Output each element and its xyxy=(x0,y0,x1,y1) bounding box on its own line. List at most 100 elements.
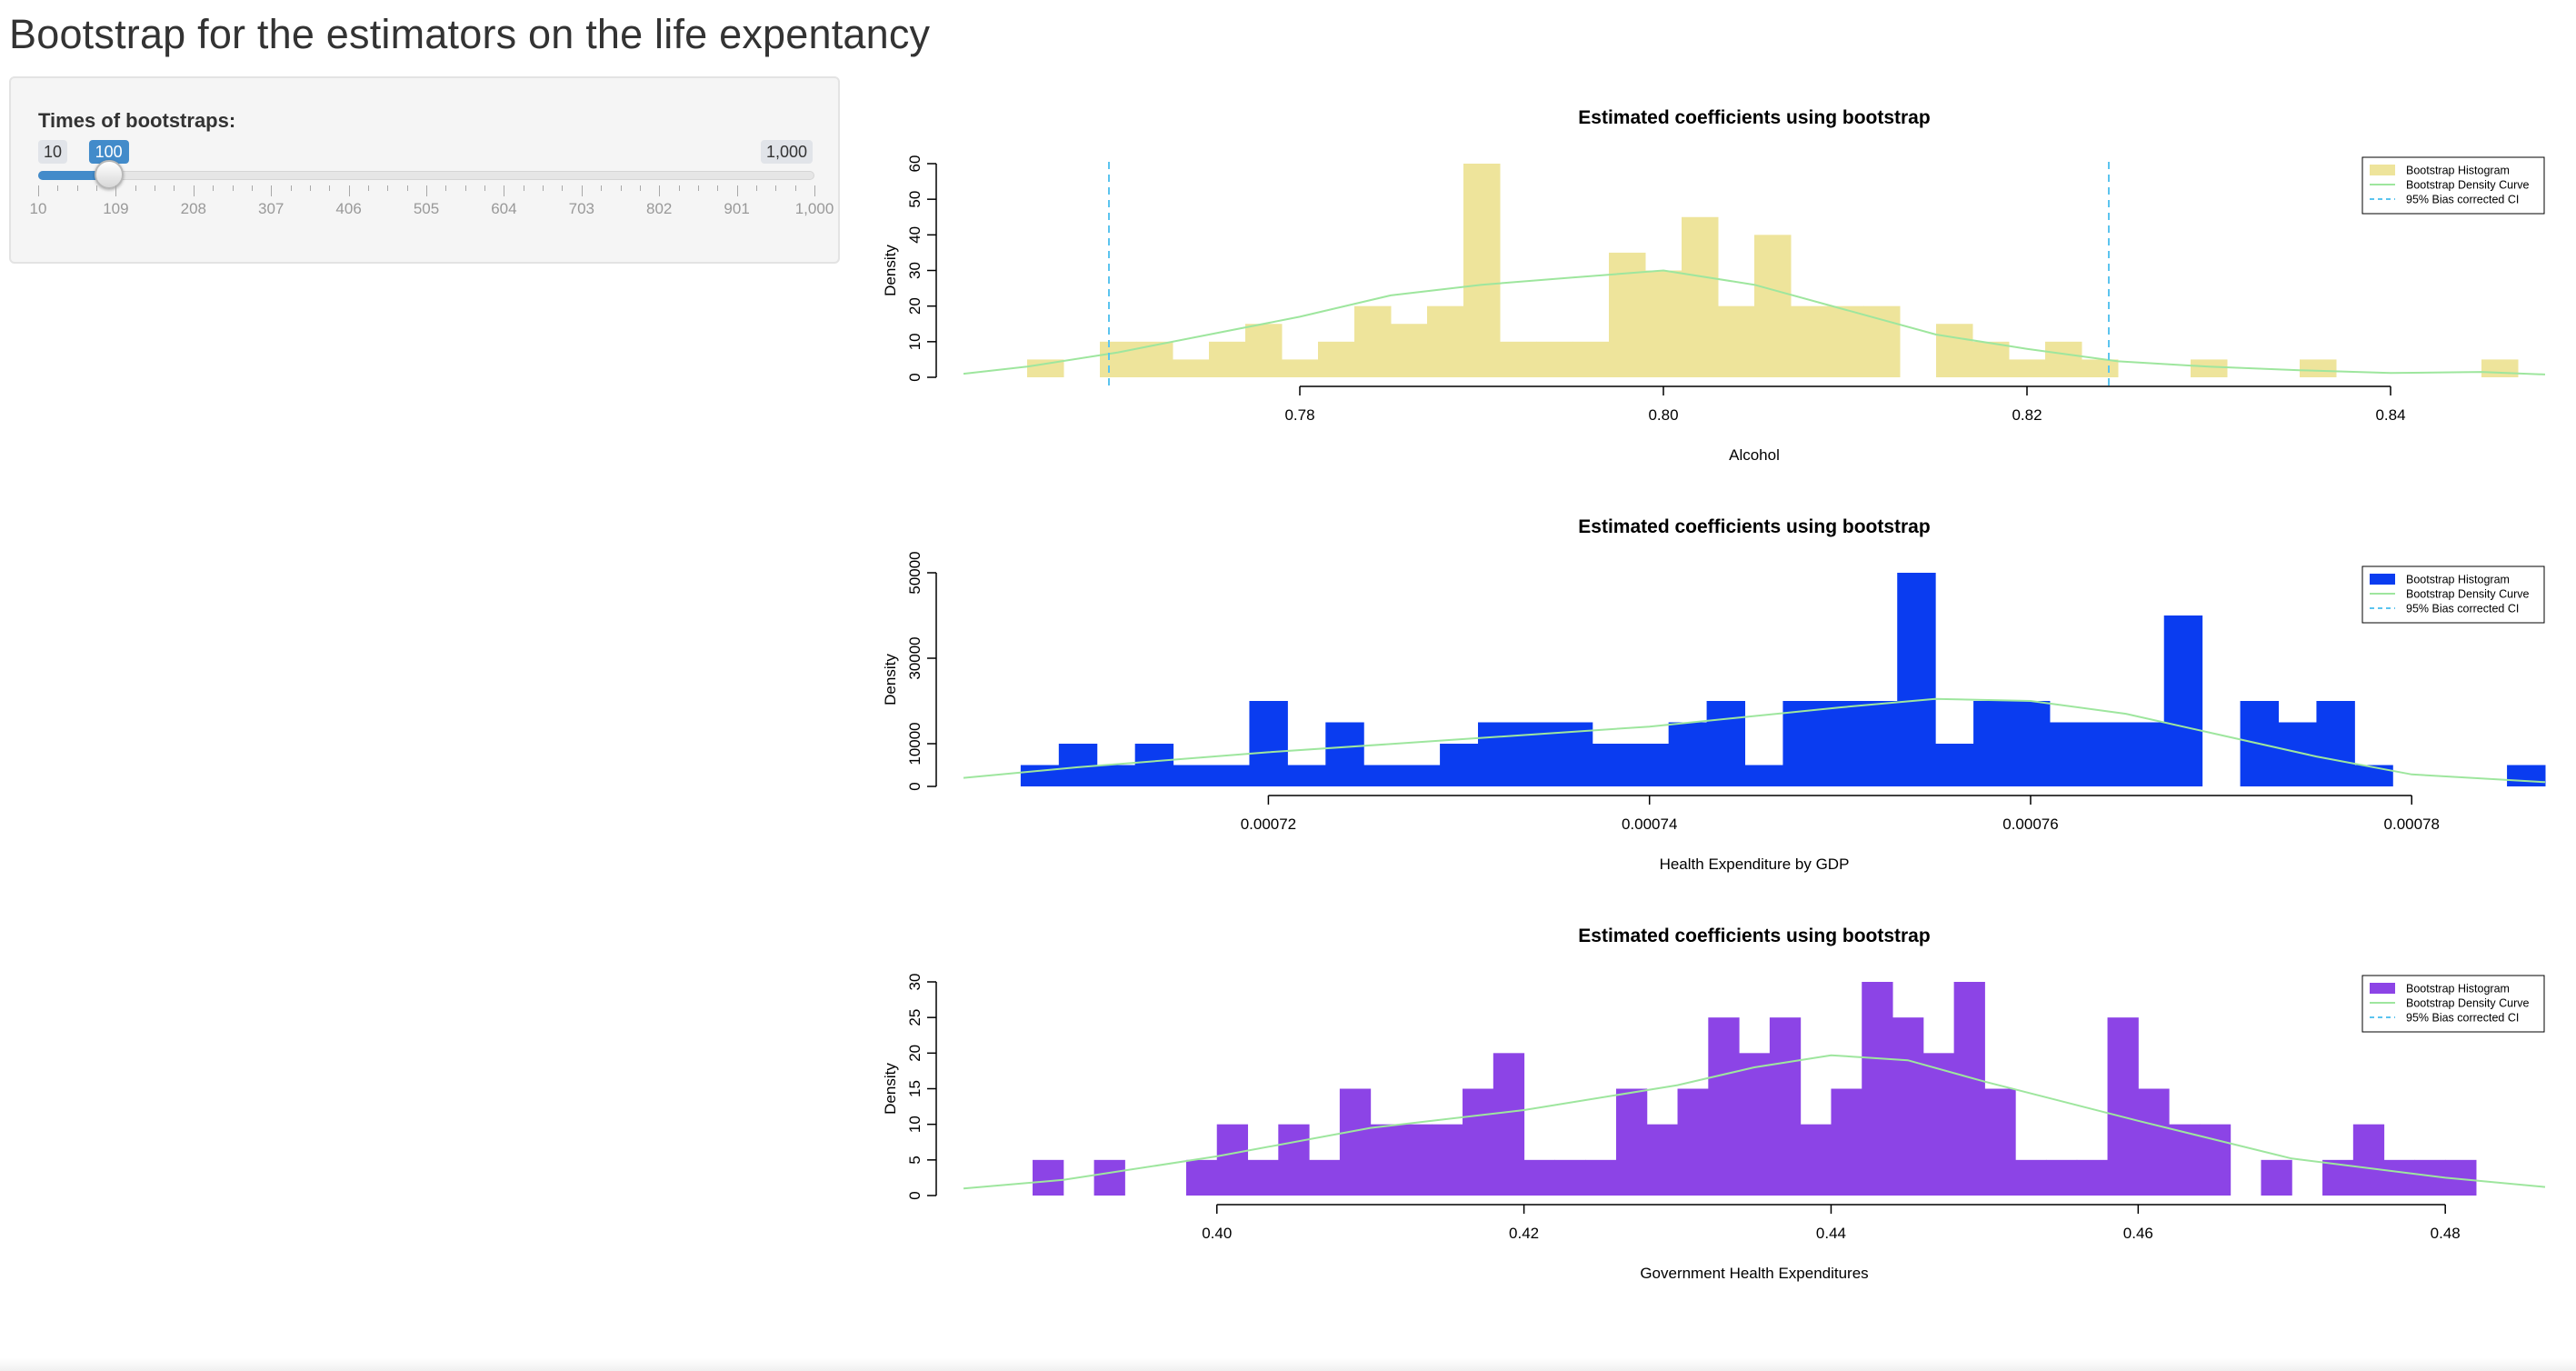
y-tick-label: 20 xyxy=(906,1045,924,1062)
histogram-bar xyxy=(1708,1017,1740,1196)
legend-entry: 95% Bias corrected CI xyxy=(2406,194,2519,206)
slider-track[interactable] xyxy=(38,171,814,180)
slider-max-label: 1,000 xyxy=(760,140,813,164)
x-tick-label: 0.84 xyxy=(2375,406,2405,424)
y-tick-label: 50 xyxy=(906,191,924,208)
slider-grid: 10 109 208 307 406 505 604 703 802 901 1,000 xyxy=(30,185,834,240)
histogram-bar xyxy=(1668,722,1708,786)
histogram-bar xyxy=(1134,744,1174,786)
slider-grid-label: 208 xyxy=(180,200,206,217)
x-axis-label: Alcohol xyxy=(1729,446,1780,464)
alcohol-histogram-chart: Estimated coefficients using bootstrap 0 1… xyxy=(882,107,2546,464)
histogram-bar xyxy=(1682,216,1719,377)
histogram-bar xyxy=(1739,1053,1771,1196)
histogram-bar xyxy=(2316,701,2355,786)
histogram-bar xyxy=(1391,324,1428,377)
histogram-bar xyxy=(1211,765,1250,786)
x-tick-label: 0.42 xyxy=(1509,1225,1539,1242)
density-curve xyxy=(963,697,2546,784)
histogram-bar xyxy=(1173,359,1210,377)
histogram-bar xyxy=(1573,341,1610,377)
histogram-bar xyxy=(1630,744,1670,786)
y-tick-label: 20 xyxy=(906,297,924,315)
slider-fill xyxy=(38,171,109,180)
histogram-bar xyxy=(1609,252,1646,377)
slider-min-label: 10 xyxy=(38,140,68,164)
histogram-bar xyxy=(2199,1124,2232,1196)
slider-minor-tick xyxy=(329,185,331,191)
slider-major-tick xyxy=(736,185,738,196)
histogram-bar xyxy=(1769,1017,1802,1196)
histogram-bar xyxy=(2045,1159,2078,1196)
histogram-bar xyxy=(1706,701,1746,786)
histogram-bar xyxy=(2107,1017,2139,1196)
y-tick-label: 30 xyxy=(906,974,924,991)
histogram-bar xyxy=(1401,1124,1433,1196)
plot-alcohol: Estimated coefficients using bootstrap 0 1… xyxy=(864,91,2554,500)
histogram-bar xyxy=(1020,765,1060,786)
sidebar-panel: Times of bootstraps: 10 1,000 100 10 109 2… xyxy=(9,76,840,264)
histogram-bar xyxy=(1432,1124,1463,1196)
x-tick-label: 0.00074 xyxy=(1622,816,1677,833)
histogram-bar xyxy=(1027,359,1064,377)
histogram-bar xyxy=(2507,765,2546,786)
slider-minor-tick xyxy=(464,185,466,191)
histogram-bar xyxy=(1859,701,1898,786)
slider-label: Times of bootstraps: xyxy=(38,109,236,132)
slider-handle[interactable] xyxy=(94,160,124,189)
density-curve xyxy=(963,1054,2546,1190)
histogram-bar xyxy=(1173,765,1213,786)
legend-entry: Bootstrap Histogram xyxy=(2406,983,2510,996)
histogram-bar xyxy=(1427,305,1464,377)
histogram-bar xyxy=(1718,305,1755,377)
slider-major-tick xyxy=(38,185,39,196)
gdp-histogram-chart: Estimated coefficients using bootstrap 0 1… xyxy=(882,516,2546,873)
histogram-bar xyxy=(1287,765,1326,786)
x-tick-label: 0.82 xyxy=(2012,406,2042,424)
slider-minor-tick xyxy=(309,185,311,191)
histogram-bar xyxy=(1827,305,1864,377)
y-tick-label: 0 xyxy=(906,1191,924,1199)
histogram-bar xyxy=(1318,341,1355,377)
histogram-bar xyxy=(1523,1159,1555,1196)
slider-minor-tick xyxy=(562,185,564,191)
slider-major-tick xyxy=(271,185,273,196)
slider-minor-tick xyxy=(213,185,215,191)
histogram-bar xyxy=(2352,1124,2385,1196)
slider-minor-tick xyxy=(367,185,369,191)
histogram-bar xyxy=(2012,701,2051,786)
histogram-bar xyxy=(1033,1159,1064,1196)
y-tick-label: 30 xyxy=(906,262,924,279)
histogram-bar xyxy=(2261,1159,2292,1196)
histogram-bar xyxy=(2015,1159,2047,1196)
histogram-bar xyxy=(1972,341,2010,377)
legend-entry: 95% Bias corrected CI xyxy=(2406,1012,2519,1025)
histogram-bar xyxy=(1592,744,1632,786)
x-tick-label: 0.44 xyxy=(1816,1225,1846,1242)
slider-minor-tick xyxy=(76,185,78,191)
slider-minor-tick xyxy=(406,185,408,191)
histogram-bar xyxy=(1831,1088,1862,1196)
slider-major-tick xyxy=(115,185,117,196)
y-tick-label: 10 xyxy=(906,1116,924,1133)
histogram-bar xyxy=(2169,1124,2201,1196)
slider-minor-tick xyxy=(755,185,757,191)
y-tick-label: 10 xyxy=(906,333,924,350)
histogram-bar xyxy=(2076,1159,2109,1196)
y-tick-label: 0 xyxy=(906,373,924,381)
legend-entry: 95% Bias corrected CI xyxy=(2406,603,2519,615)
y-axis-label: Density xyxy=(882,1063,899,1115)
density-curve xyxy=(963,269,2546,375)
slider-grid-label: 1,000 xyxy=(794,200,834,217)
histogram-bar xyxy=(1402,765,1441,786)
histogram-bar xyxy=(1249,701,1288,786)
histogram-bar xyxy=(2300,359,2337,377)
histogram-bar xyxy=(1953,982,1985,1196)
legend-entry: Bootstrap Histogram xyxy=(2406,165,2510,177)
x-tick-label: 0.00072 xyxy=(1241,816,1296,833)
x-tick-label: 0.48 xyxy=(2431,1225,2461,1242)
histogram-bar xyxy=(1862,982,1893,1196)
histogram-bar xyxy=(1615,1088,1648,1196)
bottom-fade xyxy=(0,1358,2576,1371)
histogram-bar xyxy=(1245,324,1283,377)
